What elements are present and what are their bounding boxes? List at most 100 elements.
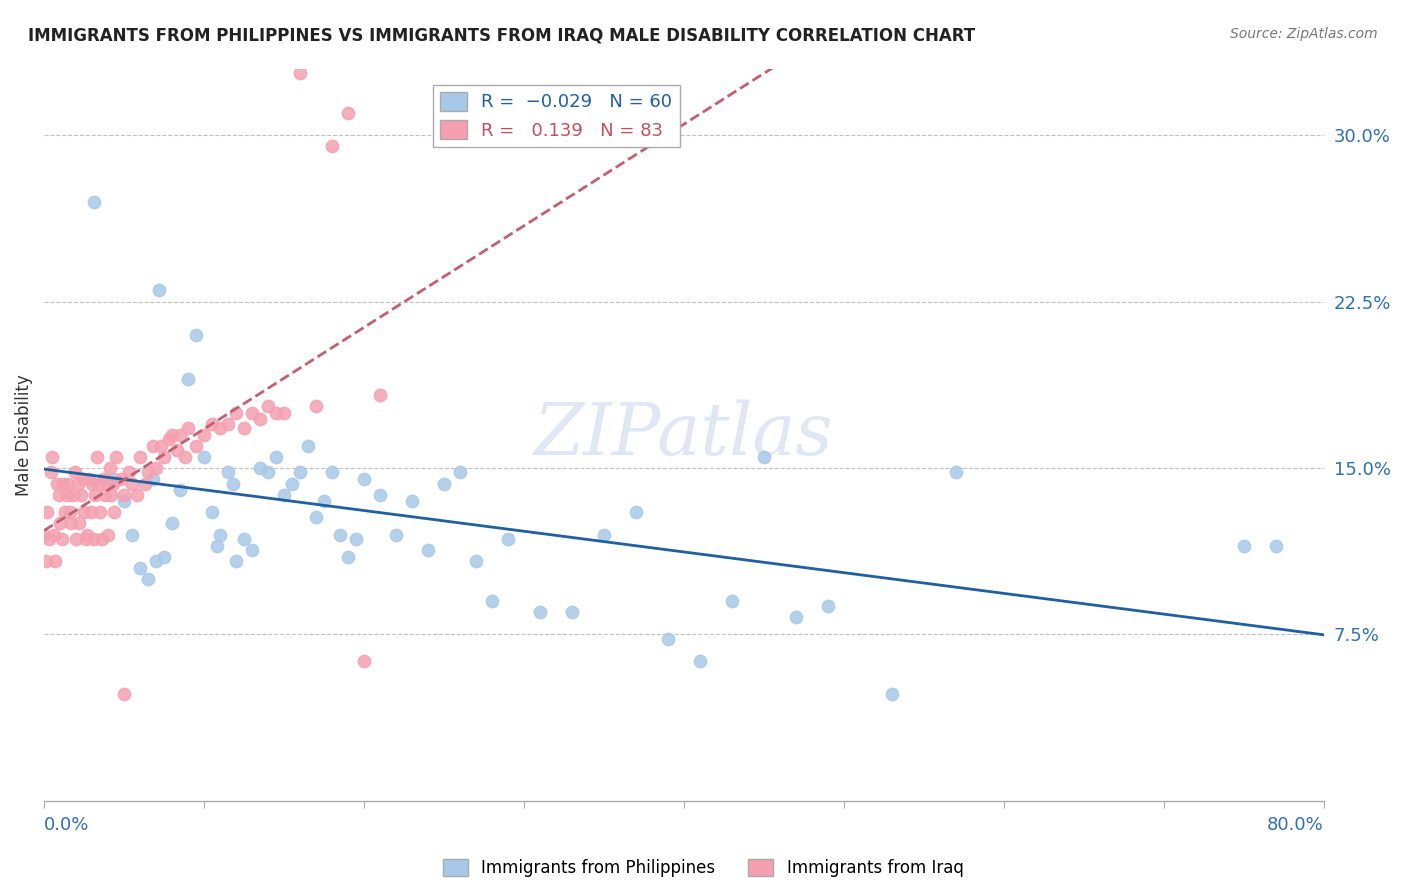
Point <box>87 476 110 491</box>
Point <box>177 372 200 386</box>
Point <box>134 476 156 491</box>
Point <box>145 461 167 475</box>
Point <box>169 427 191 442</box>
Point <box>136 572 159 586</box>
Point <box>225 554 247 568</box>
Point <box>160 427 183 442</box>
Point <box>86 450 108 464</box>
Point <box>37 505 59 519</box>
Point <box>401 494 423 508</box>
Point <box>38 532 60 546</box>
Point <box>752 450 775 464</box>
Point <box>305 399 328 413</box>
Point <box>149 439 172 453</box>
Point <box>257 399 280 413</box>
Point <box>63 466 86 480</box>
Point <box>240 405 263 419</box>
Point <box>288 466 311 480</box>
Point <box>249 412 271 426</box>
Point <box>112 687 135 701</box>
Point <box>184 439 207 453</box>
Point <box>1264 539 1286 553</box>
Point <box>35 554 58 568</box>
Point <box>593 527 616 541</box>
Point <box>209 527 232 541</box>
Text: Source: ZipAtlas.com: Source: ZipAtlas.com <box>1230 27 1378 41</box>
Point <box>193 450 215 464</box>
Point <box>112 494 135 508</box>
Point <box>121 527 143 541</box>
Point <box>321 466 343 480</box>
Point <box>157 432 180 446</box>
Point <box>76 527 98 541</box>
Point <box>880 687 903 701</box>
Point <box>62 488 84 502</box>
Point <box>945 466 967 480</box>
Point <box>169 483 191 498</box>
Point <box>83 532 105 546</box>
Point <box>233 421 256 435</box>
Y-axis label: Male Disability: Male Disability <box>15 374 32 496</box>
Point <box>225 405 247 419</box>
Point <box>105 450 128 464</box>
Point <box>89 505 111 519</box>
Point <box>561 605 583 619</box>
Point <box>67 516 90 531</box>
Point <box>125 488 148 502</box>
Point <box>84 488 107 502</box>
Point <box>129 561 152 575</box>
Point <box>281 476 304 491</box>
Point <box>153 549 176 564</box>
Point <box>240 543 263 558</box>
Point <box>721 594 744 608</box>
Point <box>264 450 287 464</box>
Legend: Immigrants from Philippines, Immigrants from Iraq: Immigrants from Philippines, Immigrants … <box>436 852 970 884</box>
Point <box>173 450 195 464</box>
Point <box>103 505 125 519</box>
Point <box>205 539 228 553</box>
Point <box>496 532 519 546</box>
Point <box>70 488 93 502</box>
Point <box>1233 539 1256 553</box>
Point <box>297 439 319 453</box>
Point <box>142 439 165 453</box>
Point <box>98 461 121 475</box>
Point <box>273 405 295 419</box>
Point <box>48 488 70 502</box>
Point <box>217 466 239 480</box>
Text: 80.0%: 80.0% <box>1267 816 1324 834</box>
Point <box>103 472 125 486</box>
Point <box>201 417 224 431</box>
Point <box>353 472 375 486</box>
Point <box>222 476 245 491</box>
Text: ZIPatlas: ZIPatlas <box>534 400 834 470</box>
Point <box>353 654 375 668</box>
Point <box>53 505 76 519</box>
Point <box>785 609 807 624</box>
Point <box>193 427 215 442</box>
Point <box>101 476 124 491</box>
Point <box>817 599 839 613</box>
Text: IMMIGRANTS FROM PHILIPPINES VS IMMIGRANTS FROM IRAQ MALE DISABILITY CORRELATION : IMMIGRANTS FROM PHILIPPINES VS IMMIGRANT… <box>28 27 976 45</box>
Point <box>32 527 55 541</box>
Point <box>94 488 117 502</box>
Point <box>184 327 207 342</box>
Point <box>145 554 167 568</box>
Point <box>449 466 471 480</box>
Text: 0.0%: 0.0% <box>44 816 90 834</box>
Point <box>160 516 183 531</box>
Point <box>249 461 271 475</box>
Point <box>97 527 120 541</box>
Point <box>73 505 96 519</box>
Point <box>329 527 352 541</box>
Point <box>59 505 82 519</box>
Point <box>257 466 280 480</box>
Point <box>312 494 335 508</box>
Point <box>337 549 360 564</box>
Point <box>416 543 439 558</box>
Point <box>148 284 170 298</box>
Point <box>49 516 72 531</box>
Point <box>136 466 159 480</box>
Point <box>96 476 118 491</box>
Point <box>44 554 66 568</box>
